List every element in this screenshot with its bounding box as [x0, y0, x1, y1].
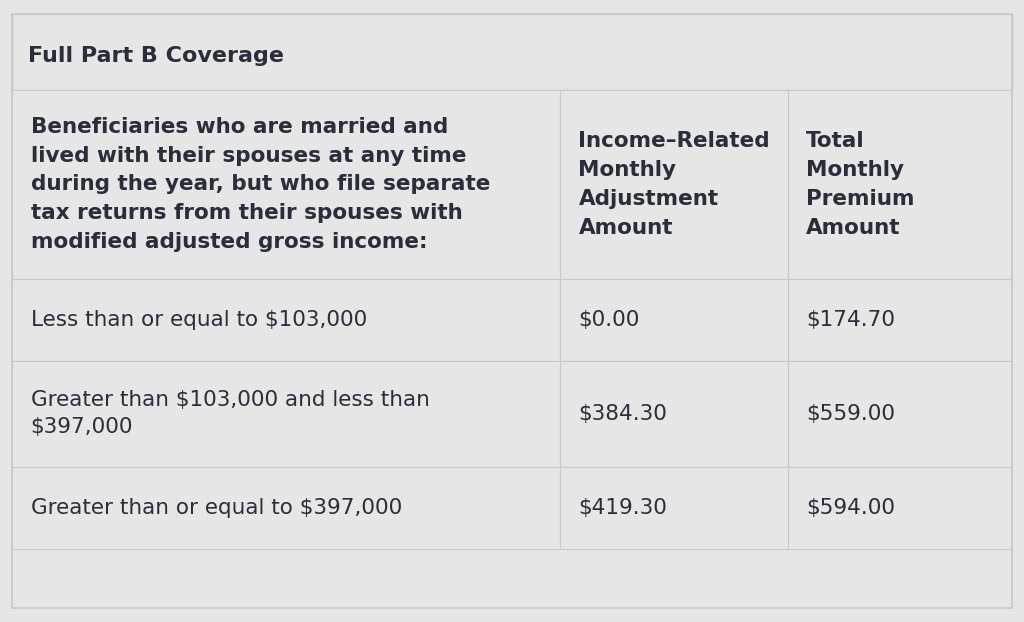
FancyBboxPatch shape: [787, 361, 1012, 466]
FancyBboxPatch shape: [560, 279, 787, 361]
Text: $559.00: $559.00: [806, 404, 895, 424]
Text: Greater than $103,000 and less than
$397,000: Greater than $103,000 and less than $397…: [31, 390, 430, 437]
Text: Income–Related
Monthly
Adjustment
Amount: Income–Related Monthly Adjustment Amount: [579, 131, 770, 238]
Text: $384.30: $384.30: [579, 404, 668, 424]
Text: $419.30: $419.30: [579, 498, 668, 518]
FancyBboxPatch shape: [12, 361, 560, 466]
Text: $174.70: $174.70: [806, 310, 895, 330]
Text: Greater than or equal to $397,000: Greater than or equal to $397,000: [31, 498, 402, 518]
FancyBboxPatch shape: [787, 279, 1012, 361]
Text: Less than or equal to $103,000: Less than or equal to $103,000: [31, 310, 367, 330]
FancyBboxPatch shape: [787, 90, 1012, 279]
FancyBboxPatch shape: [560, 361, 787, 466]
FancyBboxPatch shape: [787, 466, 1012, 549]
FancyBboxPatch shape: [12, 90, 560, 279]
Text: Beneficiaries who are married and
lived with their spouses at any time
during th: Beneficiaries who are married and lived …: [31, 117, 490, 252]
FancyBboxPatch shape: [560, 90, 787, 279]
Text: Total
Monthly
Premium
Amount: Total Monthly Premium Amount: [806, 131, 914, 238]
Text: $594.00: $594.00: [806, 498, 895, 518]
Text: $0.00: $0.00: [579, 310, 640, 330]
FancyBboxPatch shape: [560, 466, 787, 549]
FancyBboxPatch shape: [12, 14, 1012, 90]
FancyBboxPatch shape: [12, 466, 560, 549]
FancyBboxPatch shape: [12, 279, 560, 361]
Text: Full Part B Coverage: Full Part B Coverage: [28, 45, 284, 65]
